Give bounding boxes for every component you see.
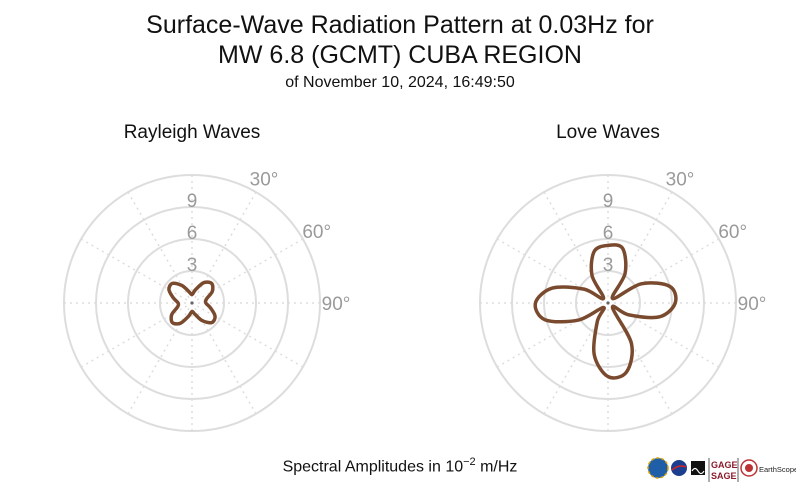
radiation-pattern-line xyxy=(167,280,217,326)
radial-gridline xyxy=(575,270,641,336)
chart-title-line-1: Surface-Wave Radiation Pattern at 0.03Hz… xyxy=(146,11,654,39)
earthscope-logo: EarthScope xyxy=(740,459,796,477)
polar-panel-1: Love Waves 3 6 9 30° 60° 90° xyxy=(479,122,767,432)
angular-tick-label: 90° xyxy=(322,294,351,315)
panel-title: Love Waves xyxy=(556,122,660,143)
sage-logo-text: SAGE xyxy=(711,471,737,481)
outer-ring xyxy=(63,174,321,432)
earthscope-logo-text: EarthScope xyxy=(759,465,796,474)
radial-gridline xyxy=(127,238,257,368)
radial-tick-label: 6 xyxy=(187,223,198,244)
footer-base: 10 xyxy=(445,458,464,476)
angular-tick-label: 90° xyxy=(738,294,767,315)
angular-tick-label: 60° xyxy=(718,222,747,243)
origin-point xyxy=(606,301,610,305)
chart-title-line-2: MW 6.8 (GCMT) CUBA REGION xyxy=(218,41,582,69)
angular-tick-label: 60° xyxy=(302,222,331,243)
angular-tick-label: 30° xyxy=(666,169,695,190)
radial-gridline xyxy=(543,238,673,368)
footer-exponent: −2 xyxy=(463,456,476,468)
radial-gridline xyxy=(159,270,225,336)
radial-tick-label: 3 xyxy=(187,255,198,276)
polar-panel-0: Rayleigh Waves 3 6 9 30° 60° 90° xyxy=(63,122,351,432)
radiation-pattern-line xyxy=(533,243,678,380)
radial-tick-label: 9 xyxy=(603,191,614,212)
footer-unit: m/Hz xyxy=(475,458,518,476)
footer-units: Spectral Amplitudes in 10−2 m/Hz xyxy=(0,456,800,476)
radial-tick-label: 3 xyxy=(603,255,614,276)
outer-ring xyxy=(479,174,737,432)
radial-gridline xyxy=(95,206,289,400)
gage-logo-text: GAGE xyxy=(711,460,738,470)
chart-subtitle: of November 10, 2024, 16:49:50 xyxy=(285,74,515,91)
logos: GAGE SAGE EarthScope xyxy=(647,457,796,482)
nsf-logo xyxy=(647,457,669,479)
nasa-logo xyxy=(671,460,687,476)
angular-tick-label: 30° xyxy=(250,169,279,190)
usgs-logo xyxy=(691,461,705,475)
footer-prefix: Spectral Amplitudes in xyxy=(282,458,446,476)
panel-title: Rayleigh Waves xyxy=(124,122,261,143)
radial-tick-label: 9 xyxy=(187,191,198,212)
radial-tick-label: 6 xyxy=(603,223,614,244)
origin-point xyxy=(190,301,194,305)
title-block: Surface-Wave Radiation Pattern at 0.03Hz… xyxy=(0,10,800,94)
radial-gridline xyxy=(511,206,705,400)
